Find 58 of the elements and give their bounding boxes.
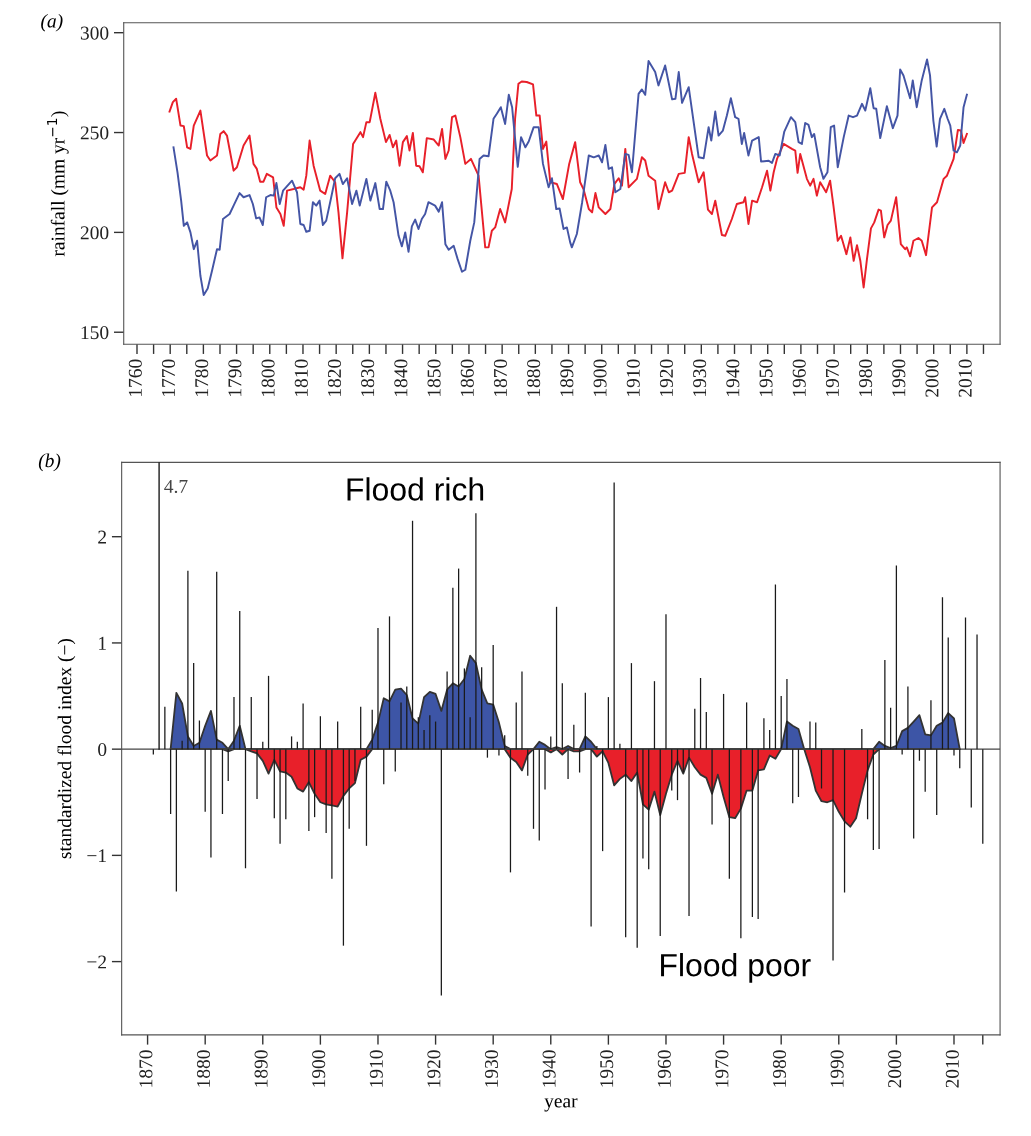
y-tick-label: 250 — [80, 126, 109, 140]
x-tick-label: 1960 — [792, 359, 806, 396]
y-tick-label: 2 — [98, 530, 106, 544]
x-tick-label: 1930 — [693, 359, 707, 396]
x-tick-label: 1920 — [427, 1050, 441, 1087]
y-tick-label: −2 — [87, 955, 106, 969]
x-tick-label: 1950 — [759, 359, 773, 396]
x-tick-label: 2000 — [925, 359, 939, 397]
x-tick-label: 1890 — [560, 359, 574, 396]
x-tick-label: 1880 — [527, 359, 541, 396]
x-tick-label: 1950 — [600, 1050, 614, 1087]
x-tick-label: 1770 — [161, 359, 176, 396]
x-tick-label: 1800 — [261, 359, 275, 396]
x-tick-label: 2010 — [945, 1050, 959, 1088]
y-axis-title: rainfall (mm yr$^{−1}$) — [47, 111, 69, 257]
x-tick-label: 1970 — [825, 359, 839, 396]
x-tick-label: 1870 — [493, 359, 508, 396]
x-tick-label: 1980 — [772, 1050, 787, 1087]
x-tick-label: 1820 — [327, 359, 342, 396]
x-tick-label: 1890 — [254, 1050, 268, 1087]
x-tick-label: 1980 — [859, 359, 873, 396]
x-tick-label: 1940 — [542, 1050, 556, 1087]
x-tick-label: 1880 — [196, 1050, 211, 1087]
x-tick-label: 1860 — [460, 359, 474, 396]
x-tick-label: 1790 — [228, 359, 242, 396]
x-tick-label: 1780 — [195, 359, 209, 396]
y-tick-label: 150 — [81, 326, 109, 340]
x-tick-label: 1930 — [484, 1050, 499, 1087]
x-tick-label: 1910 — [626, 359, 640, 396]
x-tick-label: 1990 — [892, 359, 906, 396]
y-tick-label: 1 — [99, 636, 106, 650]
x-tick-label: 2000 — [888, 1050, 902, 1088]
x-tick-label: 1760 — [128, 359, 142, 396]
x-tick-label: 1970 — [715, 1050, 729, 1087]
y-tick-label: 0 — [98, 742, 107, 757]
x-axis-title: year — [544, 1098, 578, 1112]
chart-title: (a) — [41, 13, 63, 32]
x-tick-label: 1840 — [394, 359, 408, 396]
y-tick-label: 200 — [80, 226, 109, 240]
x-tick-label: 2010 — [958, 359, 972, 397]
annotation: Flood rich — [347, 477, 484, 501]
annotation: 4.7 — [164, 479, 188, 494]
chart-title: (b) — [38, 453, 61, 472]
x-tick-label: 1810 — [294, 359, 308, 396]
x-tick-label: 1920 — [659, 359, 673, 396]
x-tick-label: 1910 — [369, 1050, 383, 1087]
x-tick-label: 1900 — [312, 1050, 326, 1087]
x-tick-label: 1900 — [593, 359, 607, 396]
x-tick-label: 1830 — [361, 359, 375, 396]
y-tick-label: −1 — [87, 849, 106, 863]
y-axis-title: standardized flood index (−) — [57, 638, 76, 859]
y-tick-label: 300 — [80, 26, 109, 40]
x-tick-label: 1960 — [657, 1050, 671, 1087]
x-tick-label: 1940 — [726, 359, 740, 396]
x-tick-label: 1850 — [427, 359, 441, 396]
x-tick-label: 1870 — [139, 1050, 153, 1087]
x-tick-label: 1990 — [830, 1050, 844, 1087]
annotation: Flood poor — [661, 953, 811, 983]
